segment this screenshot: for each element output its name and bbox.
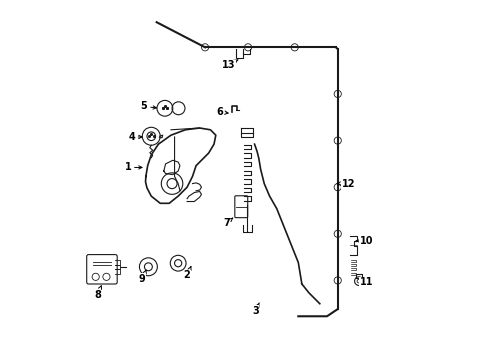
Text: 13: 13	[221, 60, 238, 70]
Text: 8: 8	[94, 286, 102, 300]
Text: 10: 10	[356, 236, 372, 246]
Text: 11: 11	[359, 277, 372, 287]
Text: 9: 9	[139, 270, 146, 284]
Text: 2: 2	[183, 267, 191, 280]
Text: 1: 1	[124, 162, 142, 172]
Text: 4: 4	[128, 132, 142, 142]
Text: 12: 12	[336, 179, 354, 189]
Text: 6: 6	[216, 107, 228, 117]
Text: 7: 7	[223, 218, 232, 228]
Text: 3: 3	[251, 303, 259, 316]
Text: 5: 5	[141, 102, 156, 112]
